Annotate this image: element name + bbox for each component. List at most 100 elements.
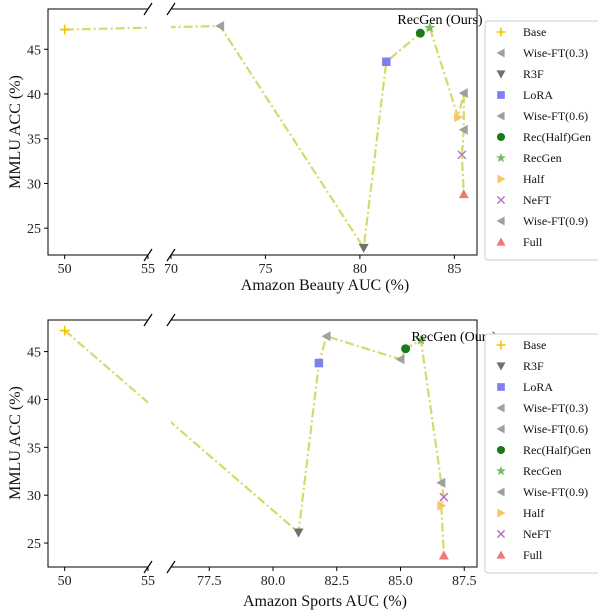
y-tick-label: 35 [27, 441, 41, 456]
point-lora [314, 358, 324, 368]
legend-label: Rec(Half)Gen [523, 443, 591, 457]
axis-break-marks [143, 2, 176, 262]
legend-label: Half [523, 172, 544, 186]
legend-marker-base [496, 27, 506, 37]
x-axis-label: Amazon Sports AUC (%) [243, 593, 407, 610]
x-tick-label: 55 [141, 574, 155, 589]
legend-marker-wise-ft-0-9 [496, 216, 505, 226]
legend-label: Full [523, 235, 543, 249]
annotation-label: RecGen (Ours) [411, 330, 496, 345]
legend-label: RecGen [523, 151, 562, 165]
axis-break-marks [143, 313, 176, 574]
point-wise-ft-0-3 [215, 20, 225, 31]
y-tick-label: 45 [27, 43, 41, 58]
x-tick-label: 85.0 [388, 574, 413, 589]
point-base [59, 325, 70, 336]
legend-marker-recgen [496, 465, 506, 476]
legend-frame [484, 20, 598, 261]
point-half [437, 500, 447, 511]
left-x-ticks: 50 55 [58, 567, 155, 589]
point-full [458, 189, 469, 199]
legend-marker-base [496, 340, 506, 350]
right-panel-frame [171, 319, 478, 568]
left-panel-frame [47, 319, 148, 568]
legend-marker-wise-ft-0-6 [496, 424, 505, 434]
legend-marker-half [497, 508, 506, 518]
legend-marker-neft [496, 529, 506, 539]
point-base [59, 24, 70, 35]
legend-label: Rec(Half)Gen [523, 130, 591, 144]
point-r3f [358, 243, 369, 253]
legend-label: NeFT [523, 193, 552, 207]
legend: Base R3F LoRA Wise-FT(0.3) Wise-FT(0.6) Rec(H… [484, 333, 598, 574]
y-tick-label: 35 [27, 133, 41, 148]
legend-marker-rec-half-gen [496, 445, 506, 455]
series-line-left [63, 329, 148, 404]
chart-2: 25 30 35 40 45 50 55 77.5 80.0 82.5 85.0 87.5 Amazon… [7, 313, 598, 610]
legend-label: Wise-FT(0.6) [523, 422, 588, 436]
y-ticks: 25 30 35 40 45 [27, 43, 48, 237]
point-neft [457, 150, 467, 160]
point-recgen [415, 334, 427, 345]
point-r3f [293, 528, 304, 538]
x-tick-label: 50 [58, 574, 72, 589]
point-wise-ft-0-6 [395, 354, 405, 365]
axis-break-mark [166, 2, 176, 16]
y-tick-label: 25 [27, 222, 41, 237]
y-tick-label: 40 [27, 88, 41, 103]
x-tick-label: 87.5 [452, 574, 477, 589]
point-full [438, 550, 449, 560]
axis-break-mark [166, 313, 176, 327]
legend-label: Wise-FT(0.3) [523, 401, 588, 415]
legend-marker-wise-ft-0-9 [496, 487, 505, 497]
point-neft [439, 492, 449, 502]
legend-label: Base [523, 338, 546, 352]
right-panel-frame [171, 8, 478, 256]
right-x-ticks: 70 75 80 85 [164, 255, 461, 277]
legend-label: NeFT [523, 527, 552, 541]
legend-marker-neft [496, 195, 506, 205]
series-line-right [171, 334, 446, 556]
point-wise-ft-0-9 [458, 124, 468, 135]
right-x-ticks: 77.5 80.0 82.5 85.0 87.5 [197, 567, 477, 589]
axes [47, 8, 478, 256]
axes [47, 319, 478, 568]
y-ticks: 25 30 35 40 45 [27, 346, 48, 552]
legend: Base Wise-FT(0.3) R3F LoRA Wise-FT(0.6) Rec(H… [484, 20, 598, 261]
legend-marker-half [497, 174, 506, 184]
legend-label: R3F [523, 359, 544, 373]
legend-marker-lora [497, 91, 505, 99]
left-x-ticks: 50 55 [58, 255, 155, 277]
legend-marker-lora [497, 383, 505, 391]
y-tick-label: 30 [27, 177, 41, 192]
point-recgen [424, 22, 436, 33]
y-tick-label: 25 [27, 537, 41, 552]
legend-marker-full [496, 237, 506, 246]
x-tick-label: 80 [353, 262, 367, 277]
legend-label: Wise-FT(0.6) [523, 109, 588, 123]
legend-label: Wise-FT(0.3) [523, 46, 588, 60]
x-tick-label: 70 [164, 262, 178, 277]
y-tick-label: 45 [27, 346, 41, 361]
legend-marker-full [496, 550, 506, 559]
legend-label: RecGen [523, 464, 562, 478]
annotation-label: RecGen (Ours) [397, 13, 482, 28]
series-line-right [171, 24, 465, 251]
axis-break-mark [166, 560, 176, 574]
legend-marker-r3f [496, 362, 506, 371]
y-tick-label: 30 [27, 489, 41, 504]
point-wise-ft-0-9 [436, 477, 446, 488]
point-lora [382, 57, 391, 67]
series-line-left [64, 26, 148, 31]
legend-label: Wise-FT(0.9) [523, 485, 588, 499]
legend-label: R3F [523, 67, 544, 81]
legend-marker-wise-ft-0-6 [496, 111, 505, 121]
point-rec-half-gen [415, 28, 425, 38]
x-axis-label: Amazon Beauty AUC (%) [241, 277, 409, 294]
legend-frame [484, 333, 598, 574]
markers [59, 20, 469, 253]
x-tick-label: 77.5 [197, 574, 222, 589]
point-rec-half-gen [401, 344, 411, 354]
x-tick-label: 75 [258, 262, 272, 277]
x-tick-label: 85 [447, 262, 461, 277]
